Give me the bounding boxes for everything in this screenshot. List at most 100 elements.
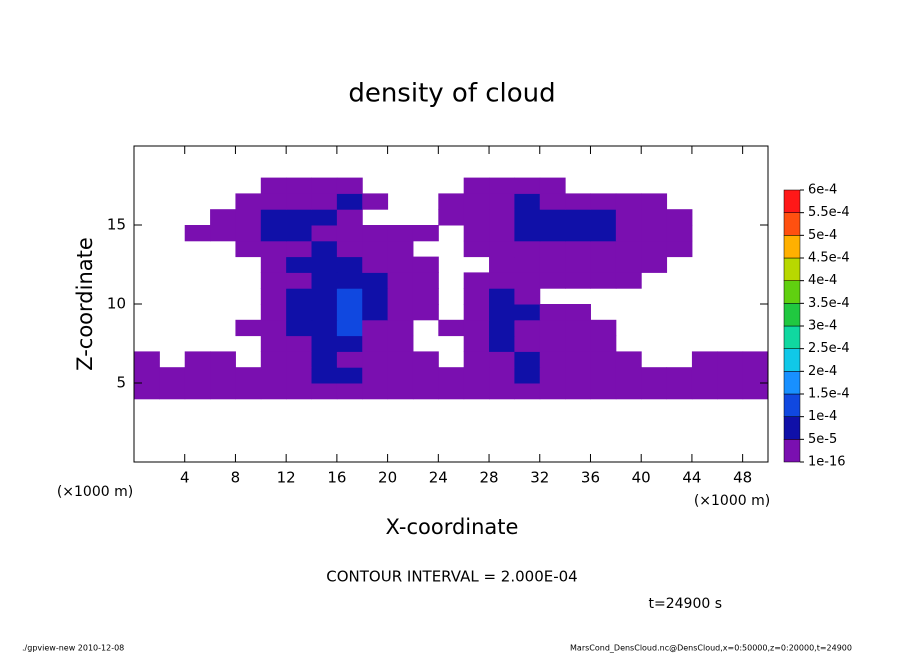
- contour-cell: [615, 193, 642, 210]
- contour-cell: [565, 383, 591, 400]
- contour-cell: [159, 383, 186, 400]
- contour-cell: [184, 351, 211, 368]
- colorbar-label: 1.5e-4: [808, 387, 850, 402]
- colorbar-box: [783, 257, 801, 281]
- contour-cell: [514, 319, 541, 337]
- colorbar-box: [783, 325, 801, 349]
- contour-cell: [235, 193, 262, 210]
- contour-cell: [336, 256, 363, 273]
- contour-cell: [514, 177, 541, 194]
- contour-cell: [590, 193, 617, 210]
- contour-cell: [235, 383, 262, 400]
- contour-cell: [362, 288, 389, 305]
- contour-cell: [362, 225, 389, 242]
- colorbar-label: 4.5e-4: [808, 251, 850, 266]
- contour-cell: [412, 304, 439, 321]
- contour-cell: [463, 335, 490, 352]
- contour-cell: [539, 193, 566, 210]
- contour-cell: [514, 272, 541, 289]
- contour-cell: [615, 225, 642, 242]
- contour-cell: [362, 335, 389, 352]
- y-tick-label: 10: [107, 295, 126, 313]
- contour-cell: [539, 304, 566, 321]
- contour-cell: [590, 351, 617, 368]
- contour-cell: [615, 367, 642, 384]
- contour-cell: [489, 272, 515, 289]
- contour-cell: [286, 177, 313, 194]
- x-tick-label: 12: [277, 469, 296, 487]
- contour-cell: [489, 288, 515, 305]
- contour-cell: [412, 383, 439, 400]
- contour-cell: [514, 304, 541, 321]
- contour-cell: [362, 240, 389, 258]
- contour-cell: [539, 177, 566, 194]
- contour-cell: [539, 351, 566, 368]
- contour-cell: [311, 367, 338, 384]
- contour-cell: [286, 383, 313, 400]
- contour-cell: [615, 272, 642, 289]
- contour-cell: [539, 335, 566, 352]
- contour-cell: [641, 367, 668, 384]
- contour-cell: [362, 193, 389, 210]
- x-tick-label: 32: [530, 469, 549, 487]
- contour-cell: [311, 225, 338, 242]
- x-tick-label: 8: [231, 469, 241, 487]
- contour-cell: [260, 367, 287, 384]
- contour-cell: [235, 209, 262, 226]
- y-tick-label: 15: [107, 216, 126, 234]
- contour-cell: [336, 193, 363, 210]
- contour-cell: [362, 272, 389, 289]
- contour-cell: [260, 272, 287, 289]
- x-tick-label: 20: [378, 469, 397, 487]
- contour-cell: [260, 177, 287, 194]
- contour-cell: [235, 319, 262, 337]
- contour-cell: [134, 351, 160, 368]
- contour-cell: [641, 256, 668, 273]
- contour-cell: [134, 383, 160, 400]
- contour-cell: [666, 240, 693, 258]
- contour-cell: [235, 240, 262, 258]
- contour-cell: [362, 383, 389, 400]
- footer-left: ./gpview-new 2010-12-08: [22, 644, 124, 653]
- colorbar-label: 3e-4: [808, 319, 837, 334]
- contour-cell: [311, 383, 338, 400]
- contour-cell: [514, 288, 541, 305]
- colorbar-box: [783, 212, 801, 236]
- colorbar-box: [783, 393, 801, 417]
- contour-cell: [260, 319, 287, 337]
- contour-cell: [565, 225, 591, 242]
- contour-cell: [336, 383, 363, 400]
- contour-cell: [438, 383, 465, 400]
- contour-cell: [387, 367, 414, 384]
- contour-cell: [489, 209, 515, 226]
- contour-cell: [336, 304, 363, 321]
- colorbar-label: 4e-4: [808, 273, 837, 288]
- contour-cell: [362, 367, 389, 384]
- contour-cell: [336, 272, 363, 289]
- contour-cell: [539, 209, 566, 226]
- contour-cell: [463, 367, 490, 384]
- contour-cell: [260, 383, 287, 400]
- contour-cell: [412, 367, 439, 384]
- contour-cell: [489, 351, 515, 368]
- contour-cell: [514, 256, 541, 273]
- contour-cell: [615, 256, 642, 273]
- contour-cell: [362, 319, 389, 337]
- colorbar-label: 1e-4: [808, 409, 837, 424]
- contour-cell: [438, 193, 465, 210]
- contour-cell: [565, 335, 591, 352]
- contour-cell: [489, 225, 515, 242]
- contour-cell: [641, 383, 668, 400]
- colorbar-label: 5e-4: [808, 228, 837, 243]
- contour-cell: [463, 383, 490, 400]
- contour-cell: [387, 319, 414, 337]
- contour-cell: [438, 319, 465, 337]
- contour-cell: [235, 367, 262, 384]
- x-axis-label: X-coordinate: [386, 515, 519, 539]
- contour-cell: [311, 304, 338, 321]
- contour-cell: [463, 177, 490, 194]
- contour-cell: [387, 335, 414, 352]
- contour-cell: [260, 209, 287, 226]
- contour-cell: [387, 225, 414, 242]
